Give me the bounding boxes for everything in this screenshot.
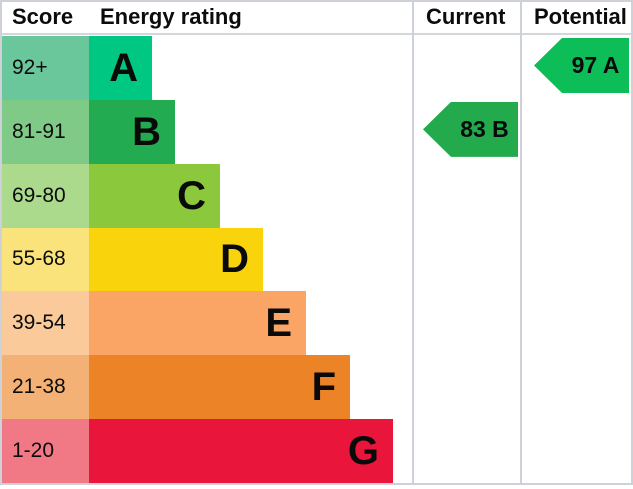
rating-row-f: 21-38 F (2, 355, 410, 420)
rating-row-d: 55-68 D (2, 227, 410, 292)
rating-row-c: 69-80 C (2, 163, 410, 228)
score-range-cell: 55-68 (2, 227, 89, 292)
potential-rating-arrow: 97 A (534, 38, 629, 93)
rating-bar-e: E (89, 291, 306, 356)
score-range-cell: 21-38 (2, 355, 89, 420)
rating-bar-d: D (89, 227, 263, 292)
rating-bar-g: G (89, 419, 393, 483)
rating-letter: G (347, 429, 379, 474)
header-underline (2, 33, 631, 35)
rating-letter: C (177, 173, 206, 218)
rating-letter: B (132, 109, 161, 154)
column-divider-current-potential (520, 2, 522, 483)
score-range-cell: 1-20 (2, 419, 89, 483)
rating-letter: A (109, 45, 138, 90)
potential-rating-label: 97 A (571, 52, 620, 78)
rating-row-b: 81-91 B (2, 99, 410, 164)
score-range-cell: 92+ (2, 36, 89, 100)
rating-bar-a: A (89, 36, 152, 100)
rating-row-e: 39-54 E (2, 291, 410, 356)
rating-bar-b: B (89, 99, 175, 164)
rating-letter: D (220, 237, 249, 282)
score-range-cell: 69-80 (2, 163, 89, 228)
column-divider-rating-current (412, 2, 414, 483)
current-rating-arrow: 83 B (423, 101, 518, 157)
rating-bar-c: C (89, 163, 220, 228)
score-range-cell: 39-54 (2, 291, 89, 356)
header-potential: Potential (534, 3, 627, 29)
header-current: Current (426, 3, 506, 29)
rating-row-g: 1-20 G (2, 419, 410, 483)
score-range-cell: 81-91 (2, 99, 89, 164)
current-rating-label: 83 B (460, 115, 509, 142)
rating-row-a: 92+ A (2, 36, 410, 100)
rating-letter: E (265, 301, 292, 346)
rating-bar-f: F (89, 355, 350, 420)
rating-letter: F (311, 365, 336, 410)
header-score: Score (12, 3, 74, 29)
header-energy-rating: Energy rating (100, 3, 242, 29)
